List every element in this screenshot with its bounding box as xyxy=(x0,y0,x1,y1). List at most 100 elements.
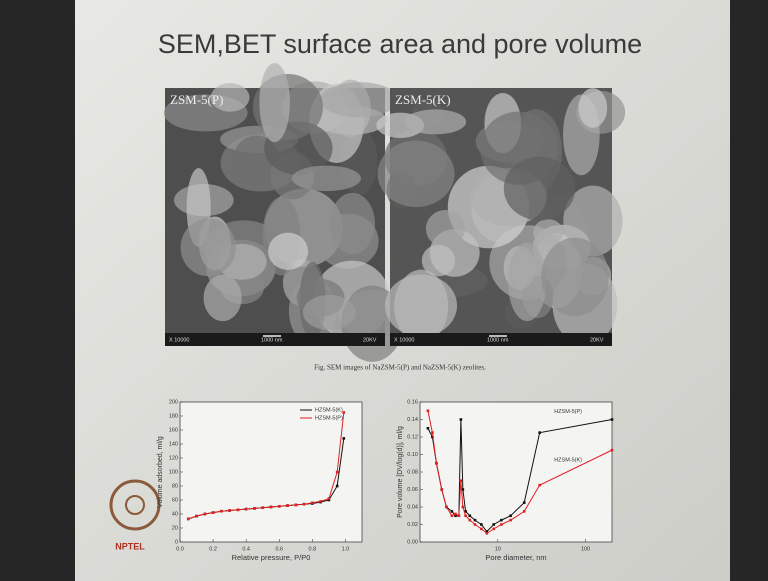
y-tick-label: 20 xyxy=(172,525,178,531)
series-label: HZSM-5(K) xyxy=(554,458,582,464)
data-point xyxy=(500,523,503,526)
x-tick-label: 0.6 xyxy=(275,546,283,552)
y-tick-label: 0.00 xyxy=(407,539,418,545)
data-point xyxy=(538,431,541,434)
y-axis-label: Pore volume [DV/log(d)], ml/g xyxy=(397,426,404,518)
data-point xyxy=(469,514,472,517)
data-point xyxy=(460,418,463,421)
data-point xyxy=(187,518,190,521)
crystal xyxy=(259,63,290,142)
y-tick-label: 0.16 xyxy=(407,399,418,405)
y-tick-label: 0.12 xyxy=(407,434,418,440)
data-point xyxy=(343,411,346,414)
data-point xyxy=(195,515,198,518)
y-tick-label: 0 xyxy=(175,539,178,545)
x-axis-label: Pore diameter, nm xyxy=(485,553,546,562)
scale-text: 1000 nm xyxy=(487,337,509,343)
y-tick-label: 180 xyxy=(169,413,178,419)
y-tick-label: 0.06 xyxy=(407,487,418,493)
plot-area xyxy=(180,402,362,542)
crystal xyxy=(330,193,375,254)
data-point xyxy=(464,514,467,517)
data-point xyxy=(328,497,331,500)
data-point xyxy=(204,513,207,516)
data-point xyxy=(451,514,454,517)
crystal xyxy=(181,219,236,277)
y-tick-label: 0.08 xyxy=(407,469,418,475)
data-point xyxy=(270,506,273,509)
y-tick-label: 0.10 xyxy=(407,452,418,458)
y-tick-label: 0.04 xyxy=(407,504,418,510)
crystal xyxy=(378,141,455,208)
data-point xyxy=(469,519,472,522)
data-point xyxy=(486,532,489,535)
y-tick-label: 120 xyxy=(169,455,178,461)
crystal xyxy=(541,238,609,316)
data-point xyxy=(343,437,346,440)
data-point xyxy=(237,509,240,512)
crystal xyxy=(405,109,467,134)
crystal xyxy=(422,245,455,277)
data-point xyxy=(440,488,443,491)
x-tick-label: 100 xyxy=(581,546,590,552)
crystal xyxy=(303,295,356,330)
crystal xyxy=(204,275,242,321)
y-tick-label: 100 xyxy=(169,469,178,475)
crystal xyxy=(504,157,576,221)
data-point xyxy=(462,506,465,509)
data-point xyxy=(492,523,495,526)
data-point xyxy=(458,514,461,517)
data-point xyxy=(220,510,223,513)
y-tick-label: 40 xyxy=(172,511,178,517)
data-point xyxy=(427,409,430,412)
logo-text: NPTEL xyxy=(115,541,145,551)
data-point xyxy=(480,528,483,531)
sem-image: ZSM-5(K) X 10000 1000 nm 20KV xyxy=(376,88,625,346)
slide-title: SEM,BET surface area and pore volume xyxy=(158,29,642,59)
data-point xyxy=(500,519,503,522)
data-point xyxy=(427,427,430,430)
x-tick-label: 10 xyxy=(495,546,501,552)
plot-area xyxy=(420,402,612,542)
data-point xyxy=(245,508,248,511)
legend-label: HZSM-5(K) xyxy=(315,407,343,413)
data-point xyxy=(445,506,448,509)
y-tick-label: 160 xyxy=(169,427,178,433)
data-point xyxy=(611,418,614,421)
data-point xyxy=(253,507,256,510)
data-point xyxy=(261,506,264,509)
image-label: ZSM-5(P) xyxy=(170,92,223,107)
scale-text: X 10000 xyxy=(394,337,415,343)
crystal xyxy=(292,166,361,192)
y-tick-label: 80 xyxy=(172,483,178,489)
data-point xyxy=(523,501,526,504)
data-point xyxy=(336,485,339,488)
data-point xyxy=(286,504,289,507)
x-tick-label: 0.4 xyxy=(242,546,250,552)
data-point xyxy=(319,500,322,503)
y-tick-label: 60 xyxy=(172,497,178,503)
x-tick-label: 0.2 xyxy=(209,546,217,552)
scale-text: 20KV xyxy=(363,337,377,343)
figure-caption: Fig. SEM images of NaZSM-5(P) and NaZSM-… xyxy=(314,364,486,372)
data-point xyxy=(611,449,614,452)
data-point xyxy=(431,431,434,434)
data-point xyxy=(509,519,512,522)
data-point xyxy=(435,462,438,465)
series-label: HZSM-5(P) xyxy=(554,409,582,415)
y-axis-label: Volume adsorbed, ml/g xyxy=(157,436,164,508)
y-tick-label: 0.14 xyxy=(407,417,418,423)
data-point xyxy=(474,523,477,526)
scale-text: 20KV xyxy=(590,337,604,343)
data-point xyxy=(474,519,477,522)
crystal xyxy=(508,243,546,321)
data-point xyxy=(480,523,483,526)
data-point xyxy=(295,504,298,507)
x-tick-label: 0.0 xyxy=(176,546,184,552)
data-point xyxy=(492,528,495,531)
image-label: ZSM-5(K) xyxy=(395,92,451,107)
data-point xyxy=(451,510,454,513)
